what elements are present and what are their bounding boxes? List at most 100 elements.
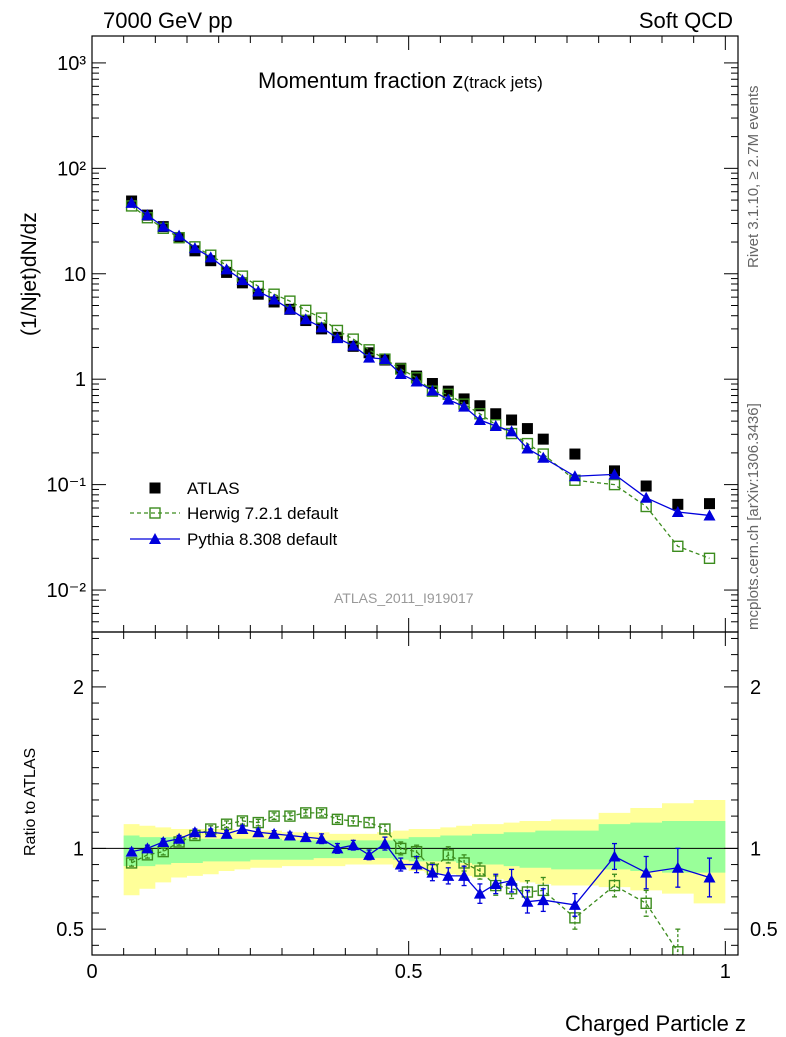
herwig-main-point: [640, 500, 652, 513]
herwig-ratio-point: [640, 897, 652, 910]
y-axis-label-main-text: (1/Njet)dN/dz: [18, 212, 41, 336]
herwig-main-point: [703, 552, 716, 565]
pythia-ratio-point: [173, 832, 186, 844]
pythia-ratio-point: [157, 835, 170, 847]
atlas-main-point: [640, 480, 652, 492]
atlas-main-point: [506, 414, 518, 426]
atlas-main-point: [521, 423, 533, 435]
pythia-ratio-point: [283, 829, 296, 841]
herwig-ratio-point: [125, 857, 138, 869]
pythia-main-point: [568, 470, 581, 482]
main-plot-marks: [125, 195, 716, 565]
pythia-main-point: [703, 509, 716, 521]
herwig-ratio-point: [157, 845, 169, 858]
pythia-main-point: [299, 313, 312, 325]
pythia-ratio-point: [299, 831, 312, 843]
pythia-main-point: [378, 353, 391, 365]
pythia-ratio-point: [268, 827, 281, 839]
pythia-main-point: [204, 251, 217, 263]
legend: ATLAS Herwig 7.2.1 default Pythia 8.308 de…: [130, 479, 338, 549]
pythia-ratio-point: [608, 850, 621, 862]
pythia-ratio-point: [521, 895, 534, 907]
herwig-ratio-point: [315, 807, 328, 819]
pythia-ratio-point: [141, 842, 154, 854]
main-y-tick-label: 10³: [57, 53, 86, 75]
pythia-ratio-point: [473, 887, 486, 899]
pythia-ratio-point: [640, 866, 653, 878]
herwig-ratio-point: [252, 816, 264, 829]
herwig-ratio-point: [442, 849, 454, 861]
pythia-ratio-point: [442, 869, 455, 881]
mc-uncertainty-bands: [123, 799, 726, 904]
ratio-x-tick-label: 0: [86, 961, 97, 983]
side-mcplots-label: mcplots.cern.ch [arXiv:1306.3436]: [745, 403, 762, 630]
pythia-main-point: [363, 351, 376, 363]
pythia-ratio-point: [426, 866, 439, 878]
ratio-y-tick-label-right: 1: [750, 838, 761, 860]
main-y-tick-label: 10⁻¹: [47, 475, 87, 497]
y-axis-label-main: (1/Njet)dN/dz: [18, 212, 42, 336]
atlas-main-point: [442, 385, 454, 397]
pythia-main-point: [157, 220, 170, 232]
atlas-main-point: [537, 433, 549, 445]
y-axis-label-ratio-text: Ratio to ATLAS: [22, 747, 39, 856]
main-y-tick-label: 10: [64, 264, 86, 286]
ratio-y-tick-label-left: 1: [73, 838, 84, 860]
herwig-ratio-point: [220, 818, 233, 830]
ratio-y-tick-label-left: 2: [73, 677, 84, 699]
pythia-main-point: [394, 368, 407, 380]
pythia-ratio-point: [347, 839, 360, 851]
analysis-id: ATLAS_2011_I919017: [334, 590, 474, 606]
pythia-main-point: [505, 425, 518, 437]
pythia-ratio-point: [188, 826, 201, 838]
pythia-ratio-point: [252, 826, 265, 838]
pythia-main-point: [608, 468, 621, 480]
pythia-main-point: [347, 339, 360, 351]
pythia-ratio-point: [315, 832, 328, 844]
pythia-ratio-point: [125, 845, 138, 857]
pythia-main-point: [141, 209, 154, 221]
legend-label-atlas: ATLAS: [187, 479, 240, 498]
pythia-main-point: [220, 263, 233, 275]
ratio-x-tick-label: 0.5: [395, 961, 423, 983]
pythia-ratio-point: [331, 842, 344, 854]
pythia-main-point: [426, 384, 439, 396]
plot-frames: [91, 35, 739, 956]
atlas-main-point: [704, 498, 715, 510]
plot-title: Momentum fraction z(track jets): [258, 68, 543, 94]
pythia-ratio-point: [363, 848, 376, 860]
pythia-main-point: [236, 274, 249, 286]
pythia-main-point: [331, 332, 344, 344]
plot-title-main: Momentum fraction z: [258, 68, 464, 93]
pythia-ratio-point: [204, 826, 217, 838]
header-collision: 7000 GeV pp: [103, 8, 233, 33]
atlas-main-point: [490, 408, 502, 420]
pythia-ratio-point: [671, 861, 684, 873]
atlas-main-point: [474, 400, 486, 412]
ratio-plot-frame: [91, 631, 739, 956]
pythia-main-point: [125, 196, 138, 208]
atlas-main-point: [569, 448, 581, 460]
pythia-main-line: [131, 202, 710, 517]
legend-marker-herwig: [149, 507, 161, 519]
herwig-ratio-point: [347, 815, 359, 827]
side-rivet-text: Rivet 3.1.10, ≥ 2.7M events: [745, 86, 762, 269]
pythia-main-point: [283, 303, 296, 315]
herwig-main-point: [608, 478, 621, 491]
header-process: Soft QCD: [638, 8, 733, 33]
herwig-ratio-point: [284, 810, 296, 822]
side-mcplots-text: mcplots.cern.ch [arXiv:1306.3436]: [745, 403, 762, 630]
herwig-ratio-point: [608, 879, 621, 892]
pythia-ratio-point: [378, 837, 391, 849]
herwig-main-point: [672, 540, 684, 552]
pythia-main-point: [489, 419, 502, 431]
herwig-ratio-point: [363, 816, 375, 829]
ratio-y-tick-label-left: 0.5: [56, 919, 84, 941]
herwig-ratio-point: [300, 807, 312, 819]
pythia-main-point: [315, 321, 328, 333]
main-y-tick-label: 10⁻²: [47, 580, 87, 602]
pythia-ratio-point: [410, 858, 423, 870]
main-y-tick-label: 10²: [57, 158, 86, 180]
